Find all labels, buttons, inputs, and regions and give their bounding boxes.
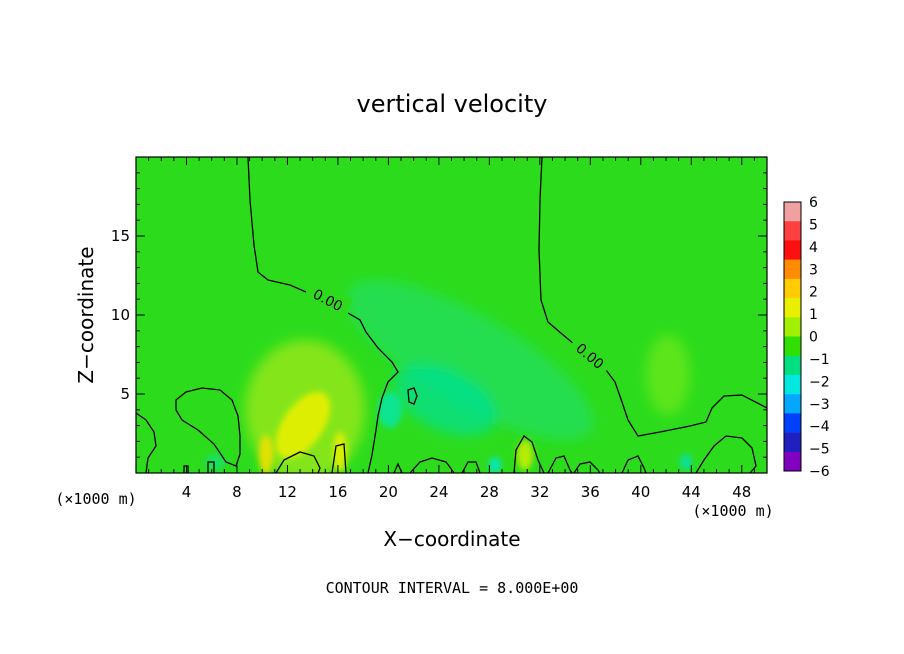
chart-title: vertical velocity — [357, 90, 548, 118]
contour-line-right-2 — [605, 369, 767, 437]
contour-labels: 0.00 0.00 — [302, 279, 615, 380]
colorbar-swatch — [784, 278, 801, 299]
y-tick-label: 5 — [120, 385, 130, 403]
colorbar-swatch — [784, 202, 801, 222]
x-axis-label: X−coordinate — [383, 527, 520, 551]
downdraft-core — [393, 364, 497, 436]
contour-line-left-2 — [347, 312, 399, 473]
colorbar-label: −5 — [809, 442, 830, 458]
x-tick-label: 24 — [429, 483, 448, 501]
colorbar-frame — [783, 201, 802, 472]
colorbar-swatch — [784, 259, 801, 280]
y-axis: 5 10 15 — [111, 172, 767, 458]
downdraft-spot-2 — [489, 457, 501, 473]
y-tick-label: 10 — [111, 306, 130, 324]
colorbar-swatch — [784, 355, 801, 376]
colorbar-swatch — [784, 413, 801, 433]
colorbar-swatch — [784, 374, 801, 395]
downdraft-spot-4 — [680, 454, 692, 470]
contour-line-right — [538, 157, 575, 345]
updraft-column-3 — [517, 440, 533, 470]
colorbar-swatch — [784, 221, 801, 241]
downdraft-spot-1 — [378, 392, 402, 428]
colorbar-swatch — [784, 451, 801, 472]
contour-closed-1 — [175, 387, 241, 467]
weak-updraft-right — [646, 335, 690, 415]
x-tick-label: 8 — [232, 483, 242, 501]
zero-contours — [136, 157, 767, 473]
colorbar-swatch — [784, 317, 801, 337]
colorbar-label: 0 — [809, 330, 818, 346]
colorbar-label: 5 — [809, 217, 818, 233]
x-unit-right: (×1000 m) — [692, 502, 773, 520]
x-tick-label: 16 — [328, 483, 347, 501]
colorbar-label: −6 — [809, 464, 830, 480]
contour-closed-2 — [407, 387, 418, 405]
colorbar-label: −4 — [809, 419, 830, 435]
x-tick-label: 4 — [182, 483, 192, 501]
x-tick-label: 20 — [379, 483, 398, 501]
colorbar-swatch — [784, 298, 801, 318]
x-axis: 4 8 12 16 20 24 28 32 36 40 44 48 — [148, 157, 755, 501]
downdraft-plume — [346, 279, 594, 441]
colorbar-label: 4 — [809, 240, 818, 256]
y-tick-label: 15 — [111, 227, 130, 245]
colorbar-label: 3 — [809, 262, 818, 278]
colorbar-label: 6 — [809, 195, 818, 211]
colorbar-label: 2 — [809, 285, 818, 301]
contour-left-edge — [136, 412, 157, 473]
colorbar-swatch — [784, 336, 801, 357]
x-tick-label: 48 — [732, 483, 751, 501]
x-tick-label: 32 — [530, 483, 549, 501]
updraft-column-1 — [259, 435, 273, 473]
y-axis-label: Z−coordinate — [74, 246, 98, 383]
x-tick-label: 40 — [631, 483, 650, 501]
contour-line-left — [247, 157, 307, 293]
x-tick-label: 36 — [581, 483, 600, 501]
updraft-core — [275, 391, 331, 459]
downdraft-spot-3 — [205, 454, 225, 470]
colorbar-swatch — [784, 394, 801, 414]
x-tick-label: 44 — [682, 483, 701, 501]
x-tick-label: 28 — [480, 483, 499, 501]
colorbar: 6 5 4 3 2 1 0 −1 −2 −3 −4 −5 −6 — [783, 195, 830, 480]
colorbar-label: −2 — [809, 374, 830, 390]
x-unit-left: (×1000 m) — [55, 490, 136, 508]
x-tick-label: 12 — [278, 483, 297, 501]
contour-interval-footer: CONTOUR INTERVAL = 8.000E+00 — [326, 579, 579, 597]
colorbar-label: −3 — [809, 397, 830, 413]
colorbar-label: 1 — [809, 307, 818, 323]
colorbar-label: −1 — [809, 352, 830, 368]
colorbar-swatch — [784, 432, 801, 453]
colorbar-swatch — [784, 240, 801, 260]
updraft-column-2 — [333, 432, 347, 472]
plot-area: 0.00 0.00 — [136, 157, 767, 473]
